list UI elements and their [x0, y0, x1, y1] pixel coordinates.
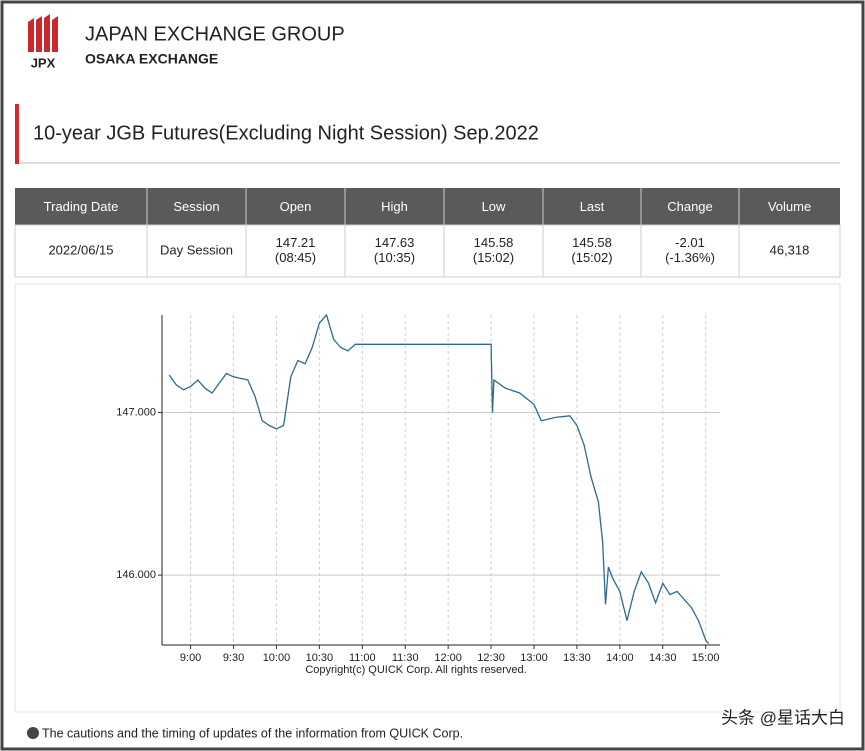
table-cell: (15:02) — [571, 250, 612, 265]
x-tick-label: 13:30 — [563, 652, 591, 664]
column-header: High — [381, 199, 408, 214]
header-subtitle: OSAKA EXCHANGE — [85, 51, 218, 67]
column-header: Session — [173, 199, 219, 214]
note-icon — [27, 727, 39, 739]
chart-caption: Copyright(c) QUICK Corp. All rights rese… — [305, 664, 526, 676]
title-accent — [15, 104, 19, 164]
column-header: Volume — [768, 199, 811, 214]
table-cell: -2.01 — [675, 235, 705, 250]
table-cell: 147.63 — [375, 235, 415, 250]
x-tick-label: 12:00 — [434, 652, 462, 664]
page-title: 10-year JGB Futures(Excluding Night Sess… — [33, 122, 539, 144]
table-cell: (08:45) — [275, 250, 316, 265]
x-tick-label: 12:30 — [477, 652, 505, 664]
x-tick-label: 14:30 — [649, 652, 677, 664]
x-tick-label: 9:30 — [223, 652, 244, 664]
x-tick-label: 10:30 — [306, 652, 334, 664]
column-header: Change — [667, 199, 713, 214]
chart: 9:00 9:30 10:00 10:30 11:00 11:30 12:00 12:30 13… — [116, 313, 720, 676]
y-tick-label: 147.000 — [116, 406, 156, 418]
x-tick-label: 13:00 — [520, 652, 548, 664]
table-cell: (10:35) — [374, 250, 415, 265]
logo: JPX — [28, 14, 58, 70]
header-title: JAPAN EXCHANGE GROUP — [85, 23, 345, 45]
table-cell: (-1.36%) — [665, 250, 715, 265]
table: Trading Date Session Open High Low Last Change… — [14, 188, 841, 278]
y-tick-label: 146.000 — [116, 569, 156, 581]
watermark: 头条 @星话大白 — [721, 708, 845, 727]
x-tick-label: 15:00 — [692, 652, 720, 664]
price-line — [168, 313, 710, 644]
x-tick-label: 14:00 — [606, 652, 634, 664]
column-header: Trading Date — [44, 199, 119, 214]
footer-note: The cautions and the timing of updates o… — [42, 726, 463, 740]
table-header-bg — [15, 188, 840, 225]
table-cell: 147.21 — [276, 235, 316, 250]
x-tick-label: 9:00 — [180, 652, 201, 664]
table-row-bg — [14, 224, 841, 278]
column-header: Last — [580, 199, 605, 214]
logo-text: JPX — [31, 55, 56, 70]
table-cell: Day Session — [160, 242, 233, 257]
column-header: Open — [280, 199, 312, 214]
chart-box — [14, 283, 841, 713]
x-tick-label: 11:00 — [349, 652, 376, 664]
x-tick-label: 10:00 — [263, 652, 291, 664]
table-cell: (15:02) — [473, 250, 514, 265]
column-header: Low — [482, 199, 506, 214]
table-cell: 2022/06/15 — [48, 242, 113, 257]
table-cell: 46,318 — [770, 242, 810, 257]
table-cell: 145.58 — [474, 235, 514, 250]
table-cell: 145.58 — [572, 235, 612, 250]
x-tick-label: 11:30 — [392, 652, 419, 664]
